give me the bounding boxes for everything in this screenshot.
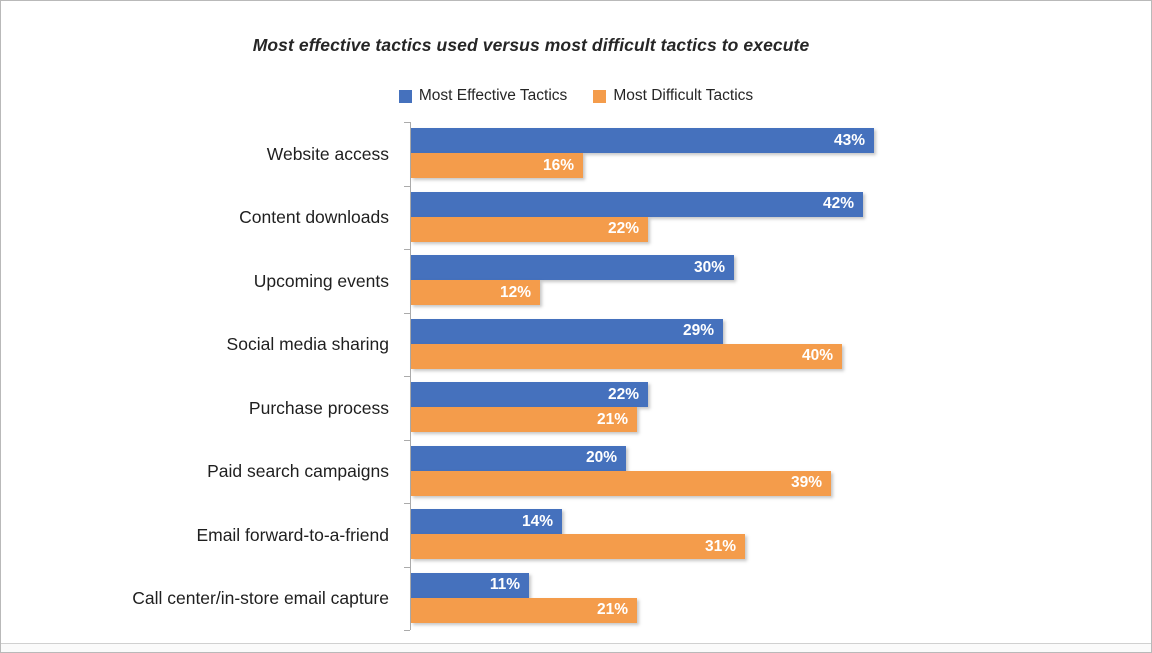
bar-value-label: 11%: [489, 576, 520, 593]
y-axis-line: [410, 122, 411, 630]
bar-difficult: 40%: [411, 343, 842, 369]
axis-tick: [404, 439, 410, 441]
category-row: Website access 43% 16%: [1, 122, 1151, 186]
category-label: Content downloads: [239, 207, 389, 227]
legend-item-difficult: Most Difficult Tactics: [593, 87, 753, 105]
axis-tick: [404, 566, 410, 568]
bar-difficult: 21%: [411, 597, 637, 623]
bar-value-label: 22%: [607, 385, 639, 403]
category-row: Purchase process 22% 21%: [1, 376, 1151, 440]
axis-tick: [404, 630, 410, 631]
bar-difficult: 12%: [411, 280, 540, 305]
legend-item-effective: Most Effective Tactics: [398, 87, 568, 105]
bar-value-label: 16%: [542, 156, 574, 174]
legend-label-effective: Most Effective Tactics: [418, 87, 568, 104]
category-label: Upcoming events: [253, 270, 389, 291]
category-label: Email forward-to-a-friend: [196, 524, 389, 545]
bar-difficult: 22%: [411, 216, 648, 242]
bar-value-label: 30%: [693, 258, 725, 276]
legend: Most Effective Tactics Most Difficult Ta…: [1, 87, 1151, 105]
bar-effective: 30%: [411, 255, 734, 280]
axis-tick: [404, 376, 410, 377]
bottom-border-strip: [1, 643, 1151, 652]
bar-difficult: 16%: [411, 153, 583, 178]
bar-value-label: 43%: [833, 131, 865, 149]
axis-tick: [404, 249, 410, 250]
axis-tick: [404, 185, 410, 187]
axis-tick: [404, 312, 410, 314]
bar-value-label: 21%: [596, 601, 628, 618]
category-row: Call center/in-store email capture 11% 21%: [1, 567, 1151, 631]
bar-difficult: 39%: [411, 470, 831, 496]
category-row: Paid search campaigns 20% 39%: [1, 440, 1151, 504]
legend-swatch-difficult-icon: [593, 89, 607, 103]
bar-value-label: 39%: [790, 474, 822, 491]
axis-tick: [404, 122, 410, 123]
bar-effective: 22%: [411, 382, 648, 407]
category-label: Website access: [266, 143, 389, 164]
legend-label-difficult: Most Difficult Tactics: [613, 87, 754, 104]
bar-effective: 20%: [411, 445, 626, 471]
bar-effective: 43%: [411, 128, 874, 153]
category-label: Paid search campaigns: [207, 461, 389, 481]
legend-swatch-effective-icon: [398, 89, 412, 103]
bar-value-label: 21%: [596, 410, 628, 428]
bar-difficult: 31%: [411, 534, 745, 559]
bar-value-label: 42%: [822, 195, 854, 212]
category-row: Email forward-to-a-friend 14% 31%: [1, 503, 1151, 567]
category-row: Social media sharing 29% 40%: [1, 313, 1151, 377]
category-row: Upcoming events 30% 12%: [1, 249, 1151, 313]
bar-value-label: 22%: [607, 220, 639, 237]
category-label: Purchase process: [248, 397, 389, 418]
bar-effective: 14%: [411, 509, 562, 534]
bar-value-label: 40%: [801, 347, 833, 364]
bar-value-label: 31%: [704, 537, 736, 555]
bar-difficult: 21%: [411, 407, 637, 432]
category-label: Social media sharing: [226, 334, 389, 354]
bar-value-label: 12%: [499, 283, 531, 301]
chart-title: Most effective tactics used versus most …: [252, 35, 810, 55]
category-row: Content downloads 42% 22%: [1, 186, 1151, 250]
axis-tick: [404, 503, 410, 504]
category-label: Call center/in-store email capture: [132, 588, 389, 608]
bar-value-label: 14%: [521, 512, 553, 530]
bar-value-label: 20%: [585, 449, 617, 466]
bar-effective: 29%: [411, 318, 723, 344]
bar-value-label: 29%: [682, 322, 714, 339]
bar-effective: 42%: [411, 191, 863, 217]
bar-effective: 11%: [411, 572, 529, 598]
